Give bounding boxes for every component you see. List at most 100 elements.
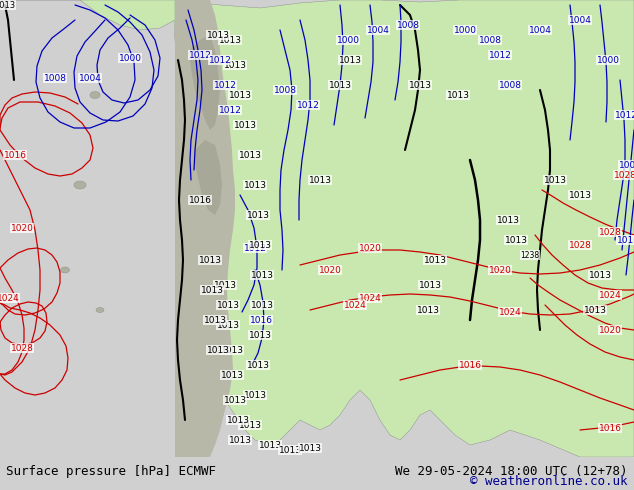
- Text: 1024: 1024: [359, 294, 382, 302]
- Text: 1000: 1000: [453, 25, 477, 34]
- Text: 1008: 1008: [619, 161, 634, 170]
- Text: 1008: 1008: [44, 74, 67, 82]
- Polygon shape: [175, 0, 235, 457]
- Text: 1012: 1012: [188, 50, 211, 59]
- Text: 1013: 1013: [543, 175, 567, 185]
- Text: 1013: 1013: [418, 280, 441, 290]
- Text: 1013: 1013: [200, 286, 224, 294]
- Text: 1012: 1012: [489, 50, 512, 59]
- Text: 1013: 1013: [446, 91, 470, 99]
- Text: 1020: 1020: [359, 244, 382, 252]
- Text: 1013: 1013: [224, 60, 247, 70]
- Text: 1013: 1013: [588, 270, 612, 279]
- Text: 1013: 1013: [250, 270, 273, 279]
- Text: 1028: 1028: [598, 227, 621, 237]
- Text: 1016: 1016: [616, 236, 634, 245]
- Text: 1013: 1013: [214, 280, 236, 290]
- Text: 1013: 1013: [216, 320, 240, 329]
- Text: 1024: 1024: [344, 300, 366, 310]
- Text: 1013: 1013: [299, 443, 321, 452]
- Text: 1013: 1013: [408, 80, 432, 90]
- Text: 1020: 1020: [11, 223, 34, 232]
- Text: 1008: 1008: [273, 85, 297, 95]
- Text: 1012: 1012: [614, 111, 634, 120]
- Text: 1013: 1013: [207, 30, 230, 40]
- Text: 1013: 1013: [228, 436, 252, 444]
- Text: 1013: 1013: [496, 216, 519, 224]
- Text: 1013: 1013: [424, 255, 446, 265]
- Polygon shape: [190, 35, 220, 130]
- Text: 1013: 1013: [569, 191, 592, 199]
- Text: 1013: 1013: [328, 80, 351, 90]
- Text: 1008: 1008: [479, 35, 501, 45]
- Text: 1012: 1012: [214, 80, 236, 90]
- Text: 1013: 1013: [216, 300, 240, 310]
- Text: 1016: 1016: [458, 361, 481, 369]
- Text: 1013: 1013: [198, 255, 221, 265]
- Text: 1004: 1004: [366, 25, 389, 34]
- Text: 1024: 1024: [598, 291, 621, 299]
- Text: 1000: 1000: [337, 35, 359, 45]
- Text: 1013: 1013: [339, 55, 361, 65]
- Text: 1013: 1013: [204, 316, 226, 324]
- Text: 1013: 1013: [233, 121, 257, 129]
- Text: 1013: 1013: [238, 150, 261, 160]
- Text: Surface pressure [hPa] ECMWF: Surface pressure [hPa] ECMWF: [6, 465, 216, 478]
- Text: 1028: 1028: [614, 171, 634, 179]
- Text: 1238: 1238: [521, 250, 540, 260]
- Text: 1028: 1028: [569, 241, 592, 249]
- Text: 1013: 1013: [228, 91, 252, 99]
- Text: 1000: 1000: [119, 53, 141, 63]
- Text: 1004: 1004: [79, 74, 101, 82]
- Text: 1013: 1013: [0, 0, 16, 9]
- Text: 1016: 1016: [250, 316, 273, 324]
- Text: 1008: 1008: [498, 80, 522, 90]
- Text: 1012: 1012: [219, 105, 242, 115]
- Text: We 29-05-2024 18:00 UTC (12+78): We 29-05-2024 18:00 UTC (12+78): [395, 465, 628, 478]
- Text: 1013: 1013: [247, 361, 269, 369]
- Ellipse shape: [74, 181, 86, 189]
- Text: 1013: 1013: [249, 330, 271, 340]
- Text: 1013: 1013: [249, 241, 271, 249]
- Ellipse shape: [60, 267, 70, 273]
- Text: 1012: 1012: [209, 55, 231, 65]
- Text: 1013: 1013: [238, 420, 261, 430]
- Text: 1013: 1013: [247, 211, 269, 220]
- Text: 1013: 1013: [224, 395, 247, 405]
- Text: 1013: 1013: [417, 305, 439, 315]
- Ellipse shape: [96, 308, 104, 313]
- Text: 1013: 1013: [221, 345, 243, 354]
- Text: 1004: 1004: [569, 16, 592, 24]
- Text: 1012: 1012: [243, 244, 266, 252]
- Text: 1013: 1013: [250, 300, 273, 310]
- Text: 1013: 1013: [278, 445, 302, 455]
- Polygon shape: [195, 140, 222, 215]
- Text: 1020: 1020: [318, 266, 342, 274]
- Text: 1013: 1013: [505, 236, 527, 245]
- Text: 1000: 1000: [597, 55, 619, 65]
- Text: 1013: 1013: [309, 175, 332, 185]
- Text: 1013: 1013: [219, 35, 242, 45]
- Text: 1013: 1013: [243, 391, 266, 399]
- Text: 1016: 1016: [4, 150, 27, 160]
- Text: 1016: 1016: [598, 423, 621, 433]
- Text: 1013: 1013: [259, 441, 281, 449]
- Text: 1024: 1024: [0, 294, 20, 302]
- Text: 1013: 1013: [226, 416, 250, 424]
- Text: © weatheronline.co.uk: © weatheronline.co.uk: [470, 475, 628, 489]
- Ellipse shape: [90, 92, 100, 98]
- Text: 1013: 1013: [243, 180, 266, 190]
- Polygon shape: [174, 0, 634, 457]
- Text: 1016: 1016: [188, 196, 212, 204]
- Text: 1013: 1013: [583, 305, 607, 315]
- Text: 1024: 1024: [498, 308, 521, 317]
- Text: 1020: 1020: [489, 266, 512, 274]
- Text: 1020: 1020: [598, 325, 621, 335]
- Polygon shape: [0, 0, 175, 30]
- Text: 1008: 1008: [396, 21, 420, 29]
- Text: 1012: 1012: [297, 100, 320, 109]
- Text: 1013: 1013: [207, 345, 230, 354]
- Text: 1013: 1013: [221, 370, 243, 379]
- Text: 1028: 1028: [11, 343, 34, 352]
- Text: 1004: 1004: [529, 25, 552, 34]
